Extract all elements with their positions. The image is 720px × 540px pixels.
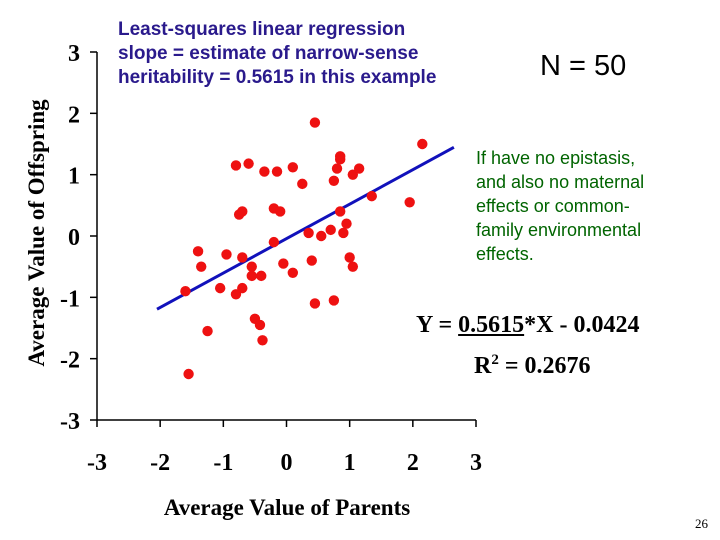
equation-prefix: Y = xyxy=(416,312,459,338)
regression-annotation: Least-squares linear regression slope = … xyxy=(118,18,538,90)
data-point xyxy=(246,270,257,282)
data-point xyxy=(214,282,226,294)
x-tick-label: -3 xyxy=(87,450,107,476)
data-point xyxy=(180,286,191,297)
x-tick-label: 0 xyxy=(281,450,293,476)
data-point xyxy=(344,252,355,263)
note-line-2: and also no maternal xyxy=(476,172,645,192)
y-tick-label: -1 xyxy=(60,286,80,312)
data-point xyxy=(338,227,349,239)
data-point xyxy=(341,218,352,229)
r2-exponent: 2 xyxy=(491,352,499,368)
x-tick-label: 3 xyxy=(470,450,482,476)
regression-equation: Y = 0.5615*X - 0.0424 xyxy=(416,312,639,339)
x-tick-label: -1 xyxy=(213,450,233,476)
r2-label: R xyxy=(474,353,492,379)
axis-ticks: -3 -2 -1 0 1 2 3 3 2 1 0 -1 -2 -3 xyxy=(60,41,482,476)
y-tick-label: 3 xyxy=(68,41,80,67)
data-point xyxy=(192,246,204,257)
equation-suffix: *X - 0.0424 xyxy=(524,312,640,338)
note-line-1: If have no epistasis, xyxy=(476,148,636,168)
data-point xyxy=(221,249,232,260)
data-point xyxy=(347,261,359,272)
data-point xyxy=(303,227,314,239)
note-line-5: effects. xyxy=(476,244,534,264)
x-tick-label: 2 xyxy=(407,450,419,476)
data-point xyxy=(309,117,321,128)
data-point xyxy=(246,261,257,272)
y-tick-label: 0 xyxy=(68,225,80,251)
data-point xyxy=(196,261,207,272)
y-axis-title: Average Value of Offspring xyxy=(24,99,49,367)
data-point xyxy=(404,197,415,208)
data-point xyxy=(297,178,308,190)
data-point xyxy=(237,282,248,294)
y-tick-label: 1 xyxy=(68,164,80,190)
y-tick-label: -3 xyxy=(60,409,80,435)
data-point xyxy=(334,206,346,217)
plot-axes xyxy=(96,52,476,421)
data-point xyxy=(353,163,365,174)
note-line-4: family environmental xyxy=(476,220,642,240)
r2-value: = 0.2676 xyxy=(498,353,591,379)
data-point xyxy=(237,206,248,217)
note-line-3: effects or common- xyxy=(476,196,630,216)
data-point xyxy=(328,295,340,306)
data-point xyxy=(237,252,248,263)
page-number: 26 xyxy=(695,516,708,531)
data-point xyxy=(230,160,242,171)
data-point xyxy=(254,319,266,331)
annotation-line-1: Least-squares linear regression xyxy=(118,19,406,40)
data-point xyxy=(259,166,270,177)
x-axis-title: Average Value of Parents xyxy=(164,495,410,520)
data-point xyxy=(309,298,321,309)
x-tick-label: -2 xyxy=(150,450,170,476)
y-tick-label: -2 xyxy=(60,348,80,374)
data-points xyxy=(180,117,428,380)
r-squared: R2 = 0.2676 xyxy=(474,352,591,380)
data-point xyxy=(268,236,280,248)
data-point xyxy=(328,175,340,186)
data-point xyxy=(366,190,377,202)
data-point xyxy=(257,335,268,346)
data-point xyxy=(256,270,267,282)
data-point xyxy=(183,368,194,380)
regression-line xyxy=(156,146,455,311)
data-point xyxy=(287,267,299,278)
data-point xyxy=(278,258,289,269)
y-tick-label: 2 xyxy=(68,102,80,128)
data-point xyxy=(243,158,254,169)
sample-size-label: N = 50 xyxy=(540,50,627,82)
data-point xyxy=(271,166,283,177)
epistasis-note: If have no epistasis, and also no matern… xyxy=(476,146,716,266)
equation-slope: 0.5615 xyxy=(458,312,525,338)
data-point xyxy=(334,151,346,162)
annotation-line-3: heritability = 0.5615 in this example xyxy=(118,67,437,88)
data-point xyxy=(331,163,343,174)
annotation-line-2: slope = estimate of narrow-sense xyxy=(118,43,419,64)
data-point xyxy=(274,206,286,217)
data-point xyxy=(306,255,317,266)
fit-line-group xyxy=(156,146,455,311)
data-point xyxy=(287,162,299,173)
data-point xyxy=(202,325,213,337)
data-point xyxy=(325,224,336,236)
x-tick-label: 1 xyxy=(344,450,356,476)
data-point xyxy=(417,138,428,150)
data-point xyxy=(316,230,327,242)
